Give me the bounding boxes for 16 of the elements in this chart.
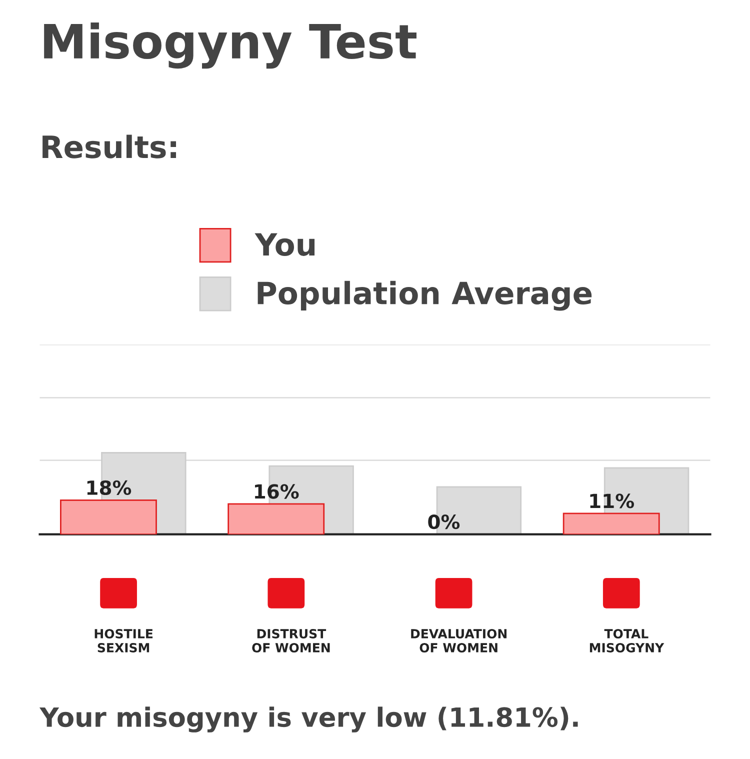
x-tick-label: TOTAL MISOGYNY (590, 629, 664, 652)
legend-label: You (254, 233, 315, 256)
text: Your misogyny is very low (11.81%). (39, 706, 578, 732)
chart-title: Misogyny Test (44, 22, 416, 69)
data-label: 18% (87, 480, 132, 496)
x-tick-label: HOSTILE SEXISM (94, 629, 153, 652)
bar (562, 512, 660, 534)
data-label: 0% (428, 514, 460, 530)
x-tick-label: DEVALUATION OF WOMEN (411, 629, 506, 652)
bar (228, 503, 325, 534)
x-tick-label: DISTRUST OF WOMEN (252, 629, 330, 652)
chart-subtitle: Results: (42, 134, 176, 158)
data-label: 11% (590, 494, 634, 508)
bar (60, 499, 157, 534)
legend-label: Population Average (258, 280, 592, 311)
data-label: 16% (255, 484, 299, 499)
